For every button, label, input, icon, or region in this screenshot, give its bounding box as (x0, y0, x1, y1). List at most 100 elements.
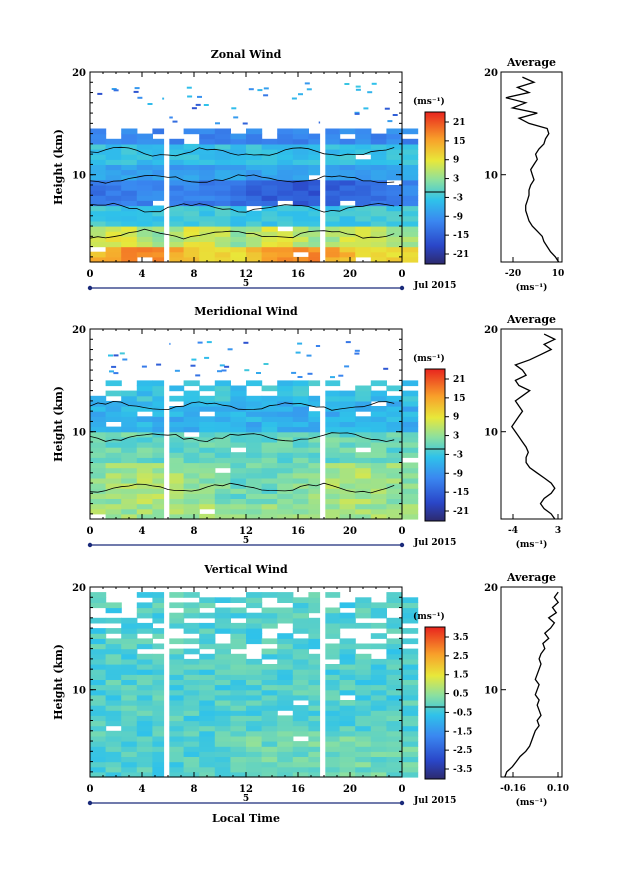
heatmap-cell (324, 679, 341, 686)
heatmap-cell (402, 431, 419, 438)
heatmap-cell (105, 472, 122, 479)
y-tick-label: 20 (72, 325, 86, 336)
heatmap-cell (355, 390, 372, 397)
heatmap-cell (370, 431, 387, 438)
heatmap-cell (230, 730, 247, 737)
heatmap-cell (308, 411, 325, 417)
heatmap-cell (261, 766, 278, 773)
heatmap-cell (121, 241, 138, 248)
heatmap-cell (168, 761, 185, 768)
heatmap-cell (105, 658, 122, 665)
heatmap-cell (370, 679, 387, 686)
heatmap-cell (339, 513, 356, 520)
heatmap-cell (168, 154, 185, 160)
profile-y-tick-label: 20 (484, 68, 498, 79)
heatmap-cell (121, 200, 138, 207)
heatmap-cell (344, 83, 350, 85)
heatmap-cell (136, 705, 153, 711)
day-bar-end (399, 285, 405, 291)
heatmap-cell (277, 256, 294, 263)
heatmap-cell (90, 421, 107, 428)
heatmap-cell (136, 421, 153, 428)
heatmap-cell (386, 617, 403, 624)
x-tick-label: 16 (291, 526, 305, 537)
heatmap-cell (324, 215, 341, 222)
heatmap-cell (230, 416, 247, 422)
heatmap-cell (308, 710, 325, 716)
heatmap-cell (292, 179, 309, 186)
heatmap-cell (168, 210, 185, 217)
heatmap-cell (90, 138, 107, 145)
heatmap-cell (386, 664, 403, 670)
heatmap-cell (324, 411, 341, 417)
profile-title: Average (506, 313, 556, 326)
heatmap-cell (230, 483, 247, 489)
heatmap-cell (90, 498, 107, 505)
heatmap-cell (199, 421, 216, 428)
heatmap-cell (261, 220, 278, 227)
heatmap-cell (199, 431, 216, 438)
colorbar-tick-label: 9 (453, 156, 459, 166)
heatmap-cell (246, 715, 263, 722)
heatmap-cell (230, 488, 247, 494)
heatmap-cell (121, 513, 138, 520)
heatmap-cell (230, 508, 247, 515)
heatmap-cell (402, 679, 419, 686)
heatmap-cell (277, 154, 294, 160)
heatmap-cell (277, 689, 294, 696)
heatmap-cell (214, 426, 231, 433)
heatmap-cell (355, 694, 372, 701)
heatmap-cell (386, 457, 403, 464)
heatmap-cell (231, 107, 237, 110)
heatmap-cell (183, 452, 200, 458)
heatmap-cell (121, 730, 138, 737)
heatmap-cell (370, 164, 387, 171)
heatmap-cell (370, 669, 387, 675)
heatmap-cell (355, 190, 372, 196)
profile-y-tick-label: 20 (484, 583, 498, 594)
heatmap-cell (308, 607, 325, 614)
heatmap-cell (370, 467, 387, 474)
heatmap-cell (121, 503, 138, 510)
heatmap-cell (214, 684, 231, 691)
heatmap-cell (105, 503, 122, 510)
heatmap-cell (136, 159, 153, 165)
heatmap-cell (183, 200, 200, 207)
heatmap-cell (324, 128, 341, 135)
heatmap-cell (355, 730, 372, 737)
heatmap-cell (121, 679, 138, 686)
heatmap-cell (152, 607, 169, 614)
heatmap-cell (277, 138, 294, 145)
heatmap-cell (277, 741, 294, 747)
heatmap-cell (183, 674, 200, 680)
heatmap-cell (152, 241, 169, 248)
heatmap-cell (136, 452, 153, 458)
heatmap-cell (386, 493, 403, 499)
day-marker: 5 (243, 279, 249, 289)
heatmap-cell (277, 592, 294, 598)
heatmap-cell (308, 628, 325, 634)
heatmap-cell (246, 226, 263, 232)
heatmap-cell (402, 700, 419, 706)
heatmap-cell (277, 467, 294, 474)
heatmap-cell (136, 220, 153, 227)
heatmap-cell (230, 385, 247, 392)
heatmap-cell (261, 149, 278, 155)
heatmap-cell (246, 508, 263, 515)
heatmap-cell (386, 622, 403, 629)
heatmap-cell (370, 503, 387, 510)
heatmap-cell (292, 220, 309, 227)
heatmap-cell (152, 658, 169, 665)
heatmap-cell (90, 751, 107, 757)
heatmap-cell (246, 669, 263, 675)
heatmap-cell (402, 241, 419, 248)
heatmap-cell (121, 746, 138, 752)
heatmap-cell (339, 483, 356, 489)
heatmap-cell (308, 638, 325, 645)
heatmap-cell (183, 694, 200, 701)
heatmap-cell (105, 488, 122, 494)
heatmap-cell (308, 622, 325, 629)
heatmap-cell (214, 674, 231, 680)
heatmap-cell (292, 452, 309, 458)
heatmap-cell (199, 689, 216, 696)
